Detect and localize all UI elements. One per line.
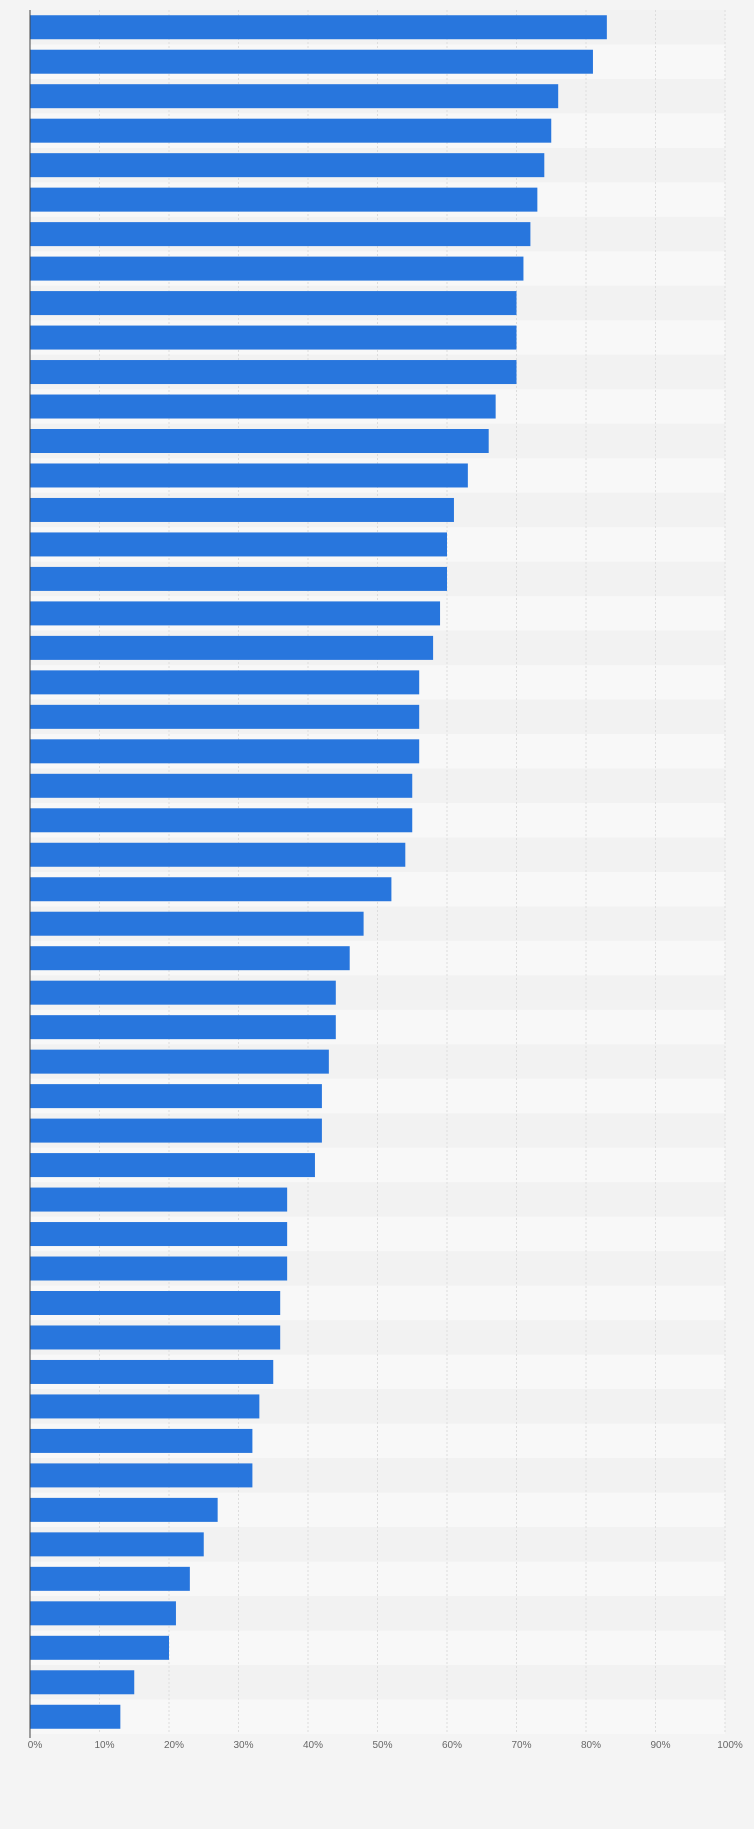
bar[interactable]	[30, 394, 496, 419]
bar[interactable]	[30, 1670, 135, 1695]
bar[interactable]	[30, 15, 607, 40]
bar[interactable]	[30, 1704, 121, 1729]
bar[interactable]	[30, 429, 489, 453]
bar[interactable]	[30, 1325, 281, 1350]
bar[interactable]	[30, 739, 420, 764]
x-axis-tick-labels: 0% 10% 20% 30% 40% 50% 60% 70% 80% 90% 100%	[28, 1740, 743, 1751]
bar[interactable]	[30, 532, 447, 557]
bar[interactable]	[30, 946, 350, 971]
x-tick-label: 50%	[372, 1740, 392, 1751]
bar[interactable]	[30, 670, 420, 695]
bar[interactable]	[30, 360, 517, 385]
bar[interactable]	[30, 1256, 288, 1281]
bar[interactable]	[30, 566, 447, 591]
bar[interactable]	[30, 1463, 253, 1488]
x-tick-label: 70%	[511, 1740, 531, 1751]
x-tick-label: 10%	[94, 1740, 114, 1751]
bar[interactable]	[30, 118, 552, 143]
bar[interactable]	[30, 1566, 190, 1591]
x-tick-label: 20%	[164, 1740, 184, 1751]
bar[interactable]	[30, 497, 454, 522]
bar[interactable]	[30, 911, 364, 936]
x-tick-label: 100%	[717, 1740, 743, 1751]
bar[interactable]	[30, 256, 524, 281]
bar[interactable]	[30, 84, 559, 109]
bar[interactable]	[30, 1222, 288, 1247]
x-tick-label: 40%	[303, 1740, 323, 1751]
x-tick-label: 30%	[233, 1740, 253, 1751]
bar[interactable]	[30, 187, 538, 212]
bar[interactable]	[30, 1084, 322, 1109]
bar[interactable]	[30, 1291, 281, 1315]
bar[interactable]	[30, 842, 406, 867]
bar[interactable]	[30, 877, 392, 902]
bar[interactable]	[30, 1601, 176, 1626]
bars	[30, 15, 607, 1729]
bar[interactable]	[30, 1394, 260, 1419]
bar[interactable]	[30, 1015, 336, 1040]
bar[interactable]	[30, 1118, 322, 1143]
bar[interactable]	[30, 1497, 218, 1522]
bar[interactable]	[30, 222, 531, 247]
bar[interactable]	[30, 325, 517, 350]
bar[interactable]	[30, 49, 593, 74]
bar[interactable]	[30, 291, 517, 316]
bar[interactable]	[30, 463, 468, 488]
bar[interactable]	[30, 1153, 315, 1178]
bar[interactable]	[30, 704, 420, 729]
bar[interactable]	[30, 808, 413, 833]
bar[interactable]	[30, 601, 441, 626]
bar[interactable]	[30, 1187, 288, 1212]
bar[interactable]	[30, 980, 336, 1005]
bar[interactable]	[30, 1049, 329, 1074]
bar[interactable]	[30, 1532, 204, 1557]
bar[interactable]	[30, 1428, 253, 1453]
bar[interactable]	[30, 153, 545, 178]
bar[interactable]	[30, 1359, 274, 1384]
bar[interactable]	[30, 1635, 169, 1660]
bar[interactable]	[30, 773, 413, 798]
x-tick-label: 0%	[28, 1740, 43, 1751]
x-tick-label: 60%	[442, 1740, 462, 1751]
x-tick-label: 90%	[650, 1740, 670, 1751]
row-band	[30, 1699, 725, 1734]
x-tick-label: 80%	[581, 1740, 601, 1751]
bar[interactable]	[30, 635, 434, 660]
